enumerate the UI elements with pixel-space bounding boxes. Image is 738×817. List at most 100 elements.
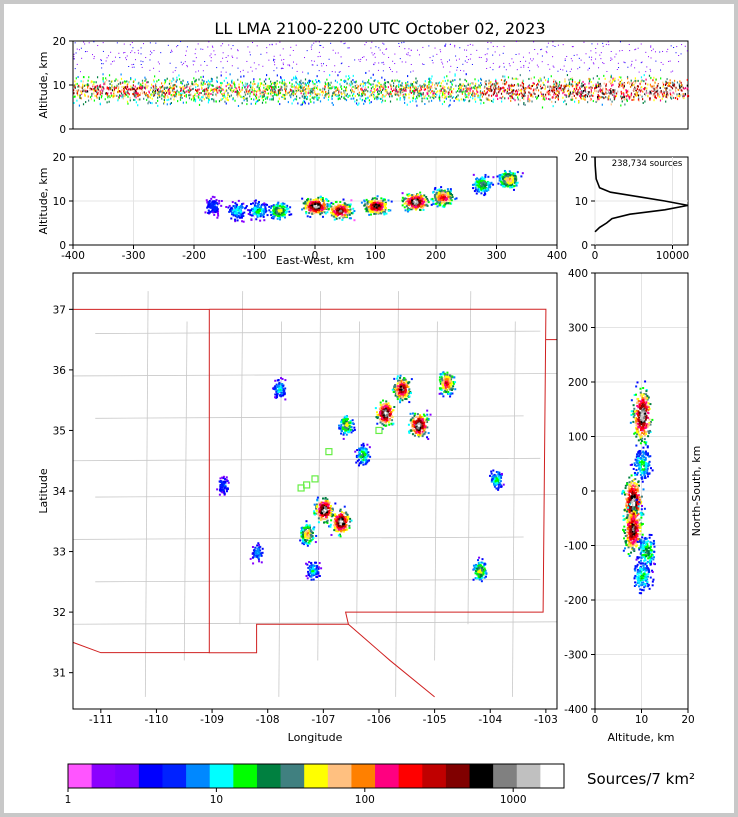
time-altitude-source — [272, 89, 274, 92]
time-altitude-source — [578, 86, 581, 89]
time-altitude-source — [371, 41, 373, 43]
time-altitude-source — [198, 98, 201, 101]
east-west-source — [314, 203, 317, 206]
time-altitude-source — [208, 85, 210, 88]
time-altitude-source — [674, 88, 677, 91]
time-altitude-source — [175, 95, 178, 98]
time-altitude-source — [216, 79, 218, 82]
east-west-source — [275, 209, 278, 212]
time-altitude-source — [238, 91, 240, 94]
time-altitude-source — [79, 71, 81, 73]
east-west-source — [321, 215, 324, 218]
time-altitude-source — [423, 86, 425, 89]
time-altitude-source — [314, 93, 316, 96]
time-altitude-source — [120, 94, 122, 97]
time-altitude-source — [73, 58, 75, 60]
time-altitude-source — [444, 92, 446, 95]
time-altitude-source — [472, 97, 474, 100]
time-altitude-source — [318, 41, 320, 43]
time-altitude-source — [480, 93, 482, 96]
time-altitude-source — [260, 83, 262, 86]
time-altitude-source — [438, 97, 441, 100]
time-altitude-source — [608, 89, 610, 92]
time-altitude-source — [608, 44, 610, 46]
east-west-source — [317, 203, 320, 206]
time-altitude-source — [376, 95, 378, 98]
time-altitude-source — [438, 96, 440, 99]
time-altitude-source — [365, 41, 367, 43]
east-west-source — [328, 203, 331, 206]
time-altitude-source — [202, 96, 204, 99]
time-altitude-source — [522, 79, 524, 82]
time-altitude-source — [289, 54, 291, 56]
time-altitude-source — [603, 93, 605, 96]
time-altitude-source — [635, 87, 637, 90]
time-altitude-source — [196, 94, 198, 97]
time-altitude-source — [586, 95, 589, 98]
time-altitude-source — [652, 79, 654, 82]
time-altitude-source — [274, 85, 276, 88]
time-altitude-source — [315, 86, 318, 89]
time-altitude-source — [193, 97, 195, 100]
time-altitude-source — [396, 92, 398, 95]
time-altitude-source — [670, 71, 672, 73]
time-altitude-source — [527, 85, 529, 88]
time-altitude-source — [451, 83, 453, 86]
time-altitude-source — [623, 61, 625, 63]
time-altitude-source — [209, 83, 211, 86]
time-altitude-source — [522, 85, 524, 88]
time-altitude-source — [610, 50, 612, 52]
time-altitude-source — [434, 86, 436, 89]
time-altitude-source — [137, 49, 139, 51]
east-west-source — [235, 205, 238, 208]
time-altitude-source — [165, 91, 168, 94]
time-altitude-source — [612, 79, 614, 82]
time-altitude-source — [511, 96, 513, 99]
time-altitude-source — [164, 96, 166, 99]
time-altitude-source — [344, 93, 346, 96]
time-altitude-source — [159, 88, 161, 91]
time-altitude-source — [485, 97, 487, 100]
time-altitude-source — [583, 62, 585, 64]
east-west-source — [367, 207, 370, 210]
time-altitude-source — [217, 91, 219, 94]
east-west-source — [277, 217, 280, 220]
east-west-source — [282, 213, 285, 216]
time-altitude-source — [328, 95, 330, 98]
time-altitude-source — [259, 78, 261, 81]
time-altitude-source — [584, 83, 586, 86]
time-altitude-source — [281, 79, 283, 82]
time-altitude-source — [415, 86, 417, 89]
east-west-source — [266, 203, 269, 206]
time-altitude-source — [272, 82, 274, 85]
east-west-source — [238, 209, 241, 212]
time-altitude-source — [274, 90, 276, 93]
east-west-source — [217, 210, 220, 213]
time-altitude-source — [124, 51, 126, 53]
time-altitude-source — [317, 92, 319, 95]
time-altitude-source — [279, 90, 281, 93]
east-west-source — [209, 204, 212, 207]
time-altitude-source — [442, 93, 444, 96]
time-altitude-source — [654, 51, 656, 53]
time-altitude-source — [606, 89, 608, 92]
time-altitude-source — [378, 82, 380, 85]
time-altitude-source — [212, 84, 214, 87]
time-altitude-source — [468, 92, 470, 95]
time-altitude-source — [464, 92, 466, 95]
time-altitude-source — [76, 82, 78, 85]
time-altitude-source — [584, 89, 586, 92]
time-altitude-source — [586, 92, 588, 95]
time-altitude-source — [254, 102, 257, 105]
time-altitude-source — [613, 96, 615, 99]
time-altitude-source — [153, 90, 156, 93]
time-altitude-source — [122, 95, 124, 98]
east-west-source — [262, 212, 265, 215]
time-altitude-source — [140, 47, 142, 49]
time-altitude-source — [461, 92, 464, 95]
east-west-source — [230, 217, 233, 220]
time-altitude-ytick-label: 0 — [59, 124, 66, 136]
time-altitude-source — [74, 95, 76, 98]
time-altitude-source — [331, 101, 333, 104]
time-altitude-source — [210, 53, 212, 55]
